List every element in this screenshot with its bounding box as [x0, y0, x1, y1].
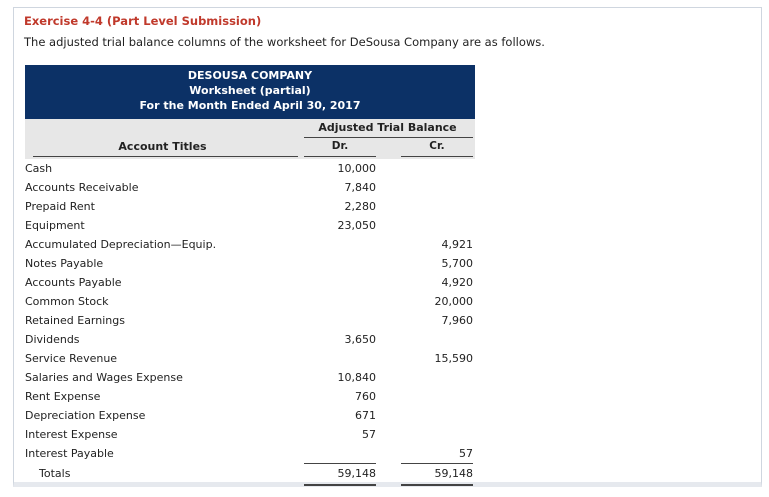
worksheet-period: For the Month Ended April 30, 2017	[139, 99, 361, 112]
exercise-panel: Exercise 4-4 (Part Level Submission) The…	[13, 7, 762, 487]
account-rows: Cash 10,000 Accounts Receivable 7,840 Prepai…	[25, 159, 475, 463]
account-title: Prepaid Rent	[25, 200, 95, 213]
adjusted-trial-balance-header: Adjusted Trial Balance	[318, 121, 457, 134]
table-row: Interest Payable 57	[25, 444, 475, 463]
exercise-description: The adjusted trial balance columns of th…	[24, 35, 545, 49]
totals-debit: 59,148	[337, 467, 377, 480]
totals-row: Totals 59,148 59,148	[25, 464, 475, 483]
worksheet-subtitle: Worksheet (partial)	[189, 84, 311, 97]
table-row: Accounts Receivable 7,840	[25, 178, 475, 197]
totals-label: Totals	[39, 467, 71, 480]
account-title: Interest Payable	[25, 447, 114, 460]
totals-rule	[25, 463, 475, 464]
table-row: Accumulated Depreciation—Equip. 4,921	[25, 235, 475, 254]
credit-amount: 20,000	[434, 295, 474, 308]
credit-amount: 15,590	[434, 352, 474, 365]
account-title: Rent Expense	[25, 390, 101, 403]
credit-amount: 57	[459, 447, 473, 460]
table-row: Rent Expense 760	[25, 387, 475, 406]
account-title: Retained Earnings	[25, 314, 125, 327]
account-title: Dividends	[25, 333, 80, 346]
account-title: Service Revenue	[25, 352, 118, 365]
table-row: Cash 10,000	[25, 159, 475, 178]
account-title: Salaries and Wages Expense	[25, 371, 183, 384]
header-rule	[304, 156, 376, 157]
table-row: Equipment 23,050	[25, 216, 475, 235]
table-row: Common Stock 20,000	[25, 292, 475, 311]
credit-amount: 5,700	[441, 257, 474, 270]
debit-amount: 10,000	[337, 162, 377, 175]
table-row: Depreciation Expense 671	[25, 406, 475, 425]
table-row: Prepaid Rent 2,280	[25, 197, 475, 216]
account-title: Accumulated Depreciation—Equip.	[25, 238, 217, 251]
totals-double-rule	[25, 483, 475, 487]
worksheet-header: DESOUSA COMPANY Worksheet (partial) For …	[25, 65, 475, 119]
table-row: Retained Earnings 7,960	[25, 311, 475, 330]
account-title: Accounts Receivable	[25, 181, 139, 194]
credit-header: Cr.	[429, 140, 445, 152]
debit-amount: 760	[355, 390, 376, 403]
table-row: Interest Expense 57	[25, 425, 475, 444]
account-title: Common Stock	[25, 295, 109, 308]
header-rule	[304, 137, 473, 138]
table-row: Accounts Payable 4,920	[25, 273, 475, 292]
debit-amount: 3,650	[344, 333, 377, 346]
debit-amount: 671	[355, 409, 376, 422]
header-rule	[33, 156, 298, 157]
debit-header: Dr.	[331, 140, 349, 152]
account-title: Equipment	[25, 219, 85, 232]
credit-amount: 7,960	[441, 314, 474, 327]
worksheet-table: DESOUSA COMPANY Worksheet (partial) For …	[25, 65, 475, 487]
debit-amount: 57	[362, 428, 376, 441]
table-row: Salaries and Wages Expense 10,840	[25, 368, 475, 387]
header-rule	[401, 156, 473, 157]
debit-amount: 10,840	[337, 371, 377, 384]
column-headers: Adjusted Trial Balance Account Titles Dr…	[25, 119, 475, 159]
debit-amount: 23,050	[337, 219, 377, 232]
table-row: Dividends 3,650	[25, 330, 475, 349]
account-title: Depreciation Expense	[25, 409, 146, 422]
exercise-title: Exercise 4-4 (Part Level Submission)	[24, 14, 262, 28]
credit-amount: 4,920	[441, 276, 474, 289]
table-row: Service Revenue 15,590	[25, 349, 475, 368]
table-row: Notes Payable 5,700	[25, 254, 475, 273]
debit-amount: 2,280	[344, 200, 377, 213]
account-title: Cash	[25, 162, 53, 175]
company-name: DESOUSA COMPANY	[187, 69, 313, 82]
account-titles-header: Account Titles	[118, 140, 207, 153]
totals-credit: 59,148	[434, 467, 474, 480]
debit-amount: 7,840	[344, 181, 377, 194]
account-title: Interest Expense	[25, 428, 118, 441]
account-title: Notes Payable	[25, 257, 104, 270]
credit-amount: 4,921	[441, 238, 474, 251]
account-title: Accounts Payable	[25, 276, 122, 289]
